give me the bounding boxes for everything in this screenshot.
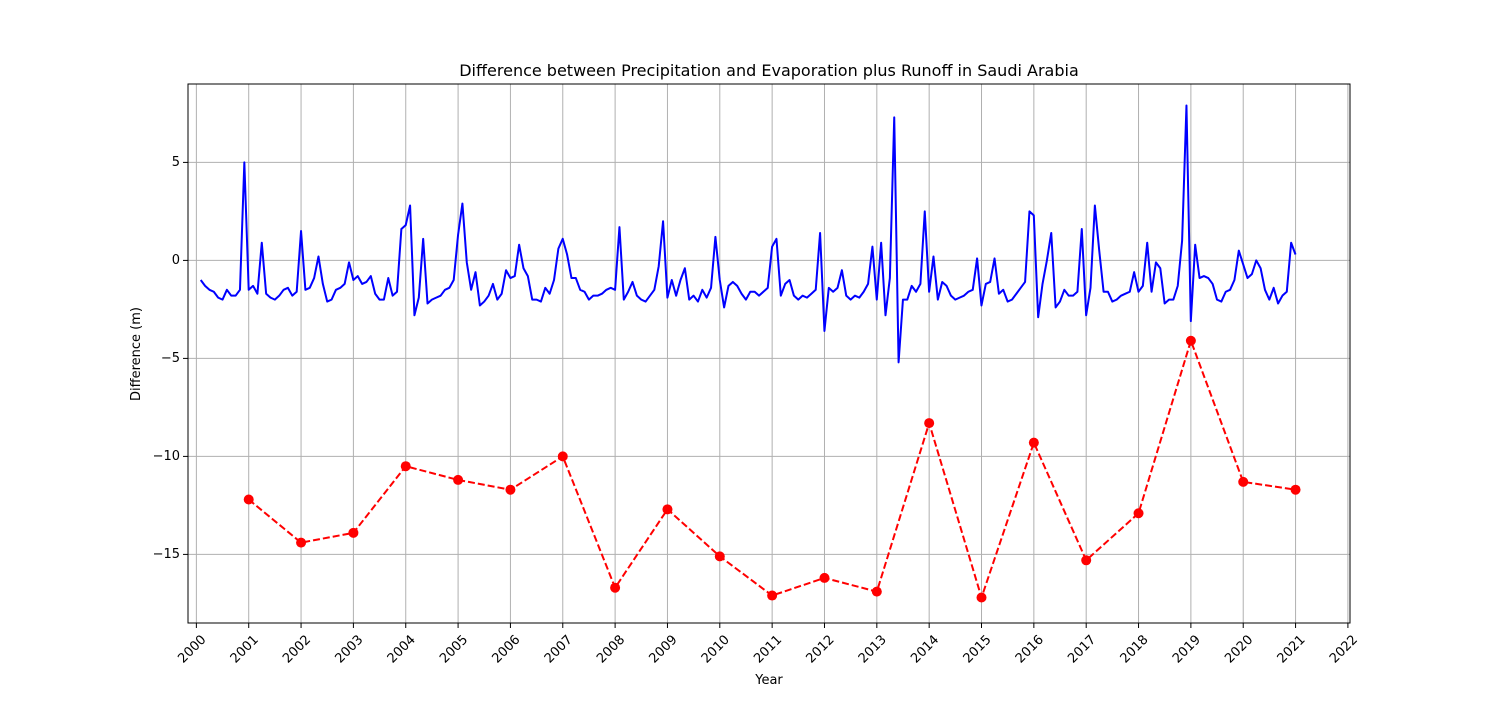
x-tick-label: 2013 <box>856 632 890 666</box>
x-tick-label: 2015 <box>961 632 995 666</box>
annual-data-point <box>871 586 882 597</box>
x-tick-label: 2017 <box>1065 632 1099 666</box>
x-tick-label: 2011 <box>751 632 785 666</box>
x-tick-label: 2014 <box>908 632 942 666</box>
plot-frame <box>187 83 1351 624</box>
annual-data-point <box>610 582 621 593</box>
annual-data-point <box>1238 476 1249 487</box>
x-tick-label: 2008 <box>594 632 628 666</box>
annual-data-point <box>976 592 987 603</box>
y-tick-label: −15 <box>153 547 180 562</box>
monthly-difference-line <box>199 104 1297 364</box>
chart-title: Difference between Precipitation and Eva… <box>459 61 1079 80</box>
annual-data-point <box>1028 437 1039 448</box>
x-tick-label: 2004 <box>385 632 419 666</box>
grid-layer <box>188 84 1350 623</box>
x-tick-label: 2010 <box>699 632 733 666</box>
x-tick-label: 2018 <box>1118 632 1152 666</box>
annual-data-point <box>1081 555 1092 566</box>
y-tick-label: −5 <box>161 351 180 366</box>
x-tick-label: 2012 <box>804 632 838 666</box>
annual-data-point <box>714 551 725 562</box>
x-tick-label: 2002 <box>280 632 314 666</box>
x-axis-label: Year <box>754 673 783 688</box>
y-tick-label: 0 <box>172 253 180 268</box>
x-tick-label: 2001 <box>228 632 262 666</box>
x-tick-label: 2009 <box>646 632 680 666</box>
annual-data-point <box>1185 335 1196 346</box>
annual-data-point <box>1290 484 1301 495</box>
annual-data-point <box>243 494 254 505</box>
annual-data-point <box>662 504 673 515</box>
annual-data-point <box>819 572 830 583</box>
x-tick-label: 2000 <box>175 632 209 666</box>
x-tick-label: 2022 <box>1327 632 1361 666</box>
y-axis-label: Difference (m) <box>129 307 144 401</box>
x-tick-label: 2007 <box>542 632 576 666</box>
x-tick-label: 2005 <box>437 632 471 666</box>
annual-data-point <box>924 418 935 429</box>
annual-data-point <box>767 590 778 601</box>
y-axis-ticks: 5 0 −5 −10 −15 <box>153 155 188 562</box>
annual-data-point <box>505 484 516 495</box>
x-tick-label: 2016 <box>1013 632 1047 666</box>
x-tick-label: 2003 <box>332 632 366 666</box>
y-tick-label: 5 <box>172 155 180 170</box>
x-axis-ticks: 2000 2001 2002 2003 2004 2005 2006 2007 2008 2009… <box>175 623 1361 666</box>
series-layer <box>199 104 1301 603</box>
x-tick-label: 2019 <box>1170 632 1204 666</box>
annual-data-point <box>400 461 411 472</box>
annual-data-point <box>453 474 464 485</box>
annual-data-point <box>1133 508 1144 519</box>
annual-data-point <box>296 537 307 548</box>
x-tick-label: 2006 <box>489 632 523 666</box>
x-tick-label: 2020 <box>1222 632 1256 666</box>
annual-data-point <box>557 451 568 462</box>
x-tick-label: 2021 <box>1275 632 1309 666</box>
annual-data-point <box>348 527 359 538</box>
y-tick-label: −10 <box>153 449 180 464</box>
